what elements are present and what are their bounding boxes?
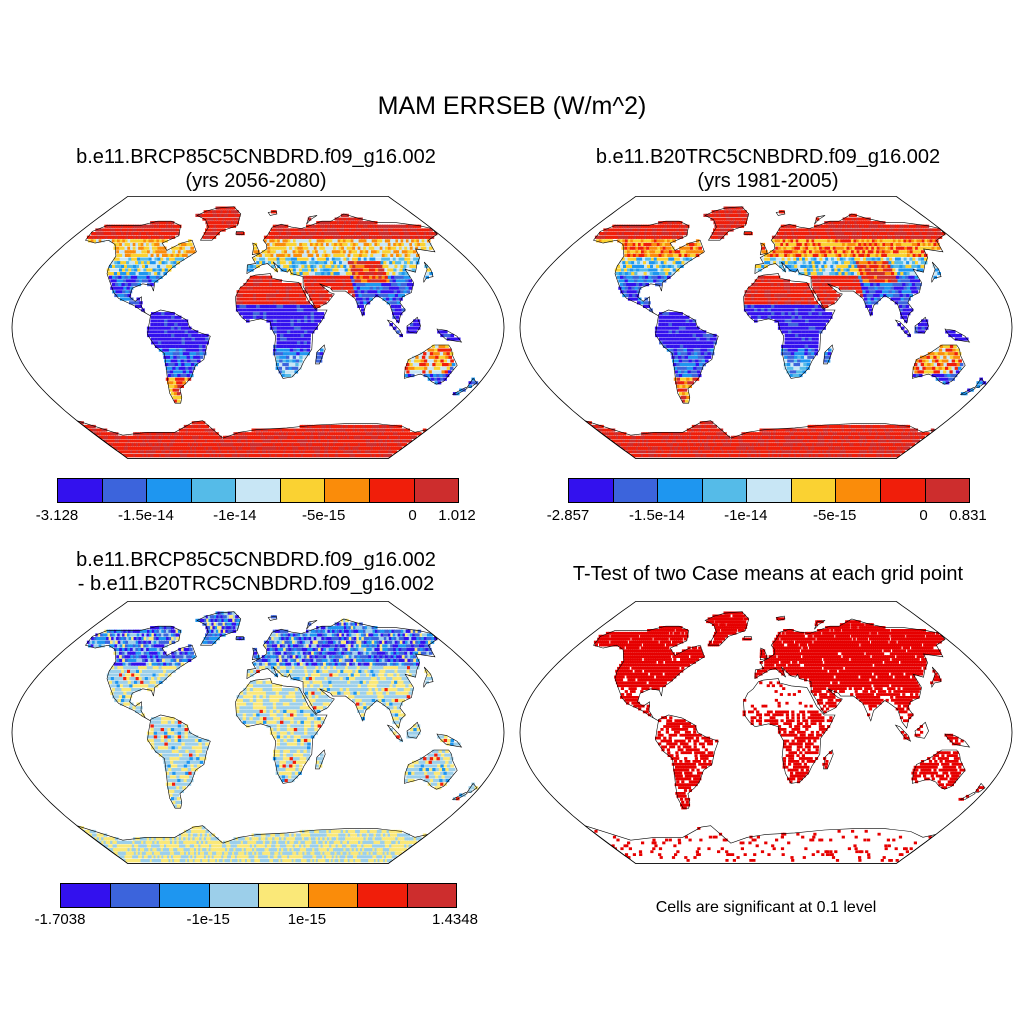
- colorbar-label: -1.5e-14: [117, 507, 174, 524]
- colorbar-label: -1e-14: [213, 507, 257, 524]
- colorbar-box: [358, 884, 408, 907]
- colorbar-box: [836, 479, 881, 502]
- coastlines: [584, 206, 986, 459]
- colorbar-box: [407, 884, 456, 907]
- colorbar-label: -2.857: [546, 507, 590, 524]
- colorbar-box: [58, 479, 103, 502]
- map-cells: [77, 206, 479, 458]
- colorbar-box: [569, 479, 614, 502]
- colorbar-label: -1e-14: [724, 507, 768, 524]
- map-border: [11, 196, 505, 459]
- colorbar-box: [236, 479, 281, 502]
- map-difference: [11, 601, 505, 864]
- colorbar-label: 0: [408, 507, 417, 524]
- colorbar-control: [568, 478, 970, 503]
- map-cells: [77, 611, 479, 863]
- panel-case-title-line2: (yrs 2056-2080): [185, 170, 327, 192]
- colorbar-box: [702, 479, 748, 502]
- map-control: [519, 196, 1013, 459]
- map-cells: [585, 206, 987, 458]
- colorbar-box: [308, 884, 358, 907]
- panel-ttest-title: T-Test of two Case means at each grid po…: [518, 562, 1018, 586]
- colorbar-box: [791, 479, 837, 502]
- colorbar-box: [147, 479, 192, 502]
- colorbar-difference: [60, 883, 457, 908]
- colorbar-label: -1.5e-14: [628, 507, 685, 524]
- map-border: [11, 601, 505, 864]
- panel-control-title: b.e11.B20TRC5CNBDRD.f09_g16.002 (yrs 198…: [518, 145, 1018, 193]
- colorbar-box: [110, 884, 160, 907]
- colorbar-label: -5e-15: [301, 507, 346, 524]
- panel-difference-title-line2: - b.e11.B20TRC5CNBDRD.f09_g16.002: [77, 573, 435, 595]
- colorbar-box: [925, 479, 970, 502]
- panel-control-title-line2: (yrs 1981-2005): [697, 170, 839, 192]
- colorbar-label: 1.012: [438, 507, 476, 524]
- colorbar-box: [160, 884, 210, 907]
- map-case: [11, 196, 505, 459]
- colorbar-box: [191, 479, 237, 502]
- map-border: [519, 196, 1013, 459]
- map-cells: [593, 611, 984, 862]
- colorbar-box: [61, 884, 111, 907]
- colorbar-box: [259, 884, 309, 907]
- colorbar-label: -5e-15: [812, 507, 857, 524]
- figure-title: MAM ERRSEB (W/m^2): [377, 92, 647, 120]
- colorbar-box: [209, 884, 259, 907]
- map-ttest: [519, 601, 1013, 864]
- panel-case-title: b.e11.BRCP85C5CNBDRD.f09_g16.002 (yrs 20…: [6, 145, 506, 193]
- colorbar-box: [880, 479, 926, 502]
- panel-difference-title: b.e11.BRCP85C5CNBDRD.f09_g16.002 - b.e11…: [6, 548, 506, 596]
- panel-case-title-line1: b.e11.BRCP85C5CNBDRD.f09_g16.002: [76, 146, 436, 168]
- colorbar-label: -3.128: [35, 507, 79, 524]
- colorbar-label: -1e-15: [186, 911, 230, 928]
- panel-ttest-title-line1: T-Test of two Case means at each grid po…: [572, 563, 964, 585]
- colorbar-box: [280, 479, 326, 502]
- colorbar-box: [369, 479, 415, 502]
- panel-difference-title-line1: b.e11.BRCP85C5CNBDRD.f09_g16.002: [76, 549, 436, 571]
- colorbar-box: [102, 479, 148, 502]
- colorbar-box: [414, 479, 459, 502]
- colorbar-box: [325, 479, 370, 502]
- colorbar-box: [747, 479, 792, 502]
- colorbar-label: 1e-15: [287, 911, 327, 928]
- colorbar-label: 0: [919, 507, 928, 524]
- colorbar-box: [658, 479, 703, 502]
- colorbar-box: [613, 479, 659, 502]
- panel-control-title-line1: b.e11.B20TRC5CNBDRD.f09_g16.002: [595, 146, 941, 168]
- colorbar-label: 1.4348: [432, 911, 478, 928]
- map-border: [519, 601, 1013, 864]
- colorbar-label: -1.7038: [34, 911, 86, 928]
- colorbar-label: 0.831: [949, 507, 987, 524]
- colorbar-case: [57, 478, 459, 503]
- significance-note: Cells are significant at 0.1 level: [655, 899, 877, 916]
